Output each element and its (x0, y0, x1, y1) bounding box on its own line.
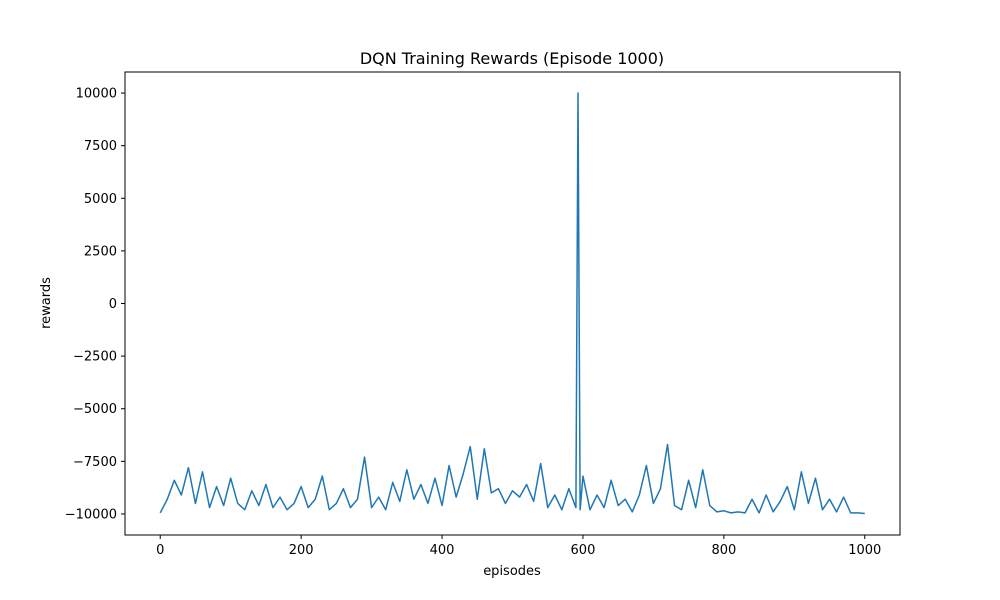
x-tick-label: 1000 (848, 543, 881, 558)
y-tick-label: −7500 (73, 455, 117, 470)
y-tick-label: 7500 (84, 139, 117, 154)
x-tick-label: 600 (571, 543, 596, 558)
y-tick-label: −10000 (65, 507, 117, 522)
y-tick-label: −2500 (73, 350, 117, 365)
y-tick-label: 10000 (76, 87, 117, 102)
plot-frame (124, 71, 901, 536)
y-tick-label: 5000 (84, 192, 117, 207)
x-tick-label: 200 (289, 543, 314, 558)
data-line (159, 92, 865, 515)
y-tick-label: 2500 (84, 244, 117, 259)
x-tick-label: 800 (711, 543, 736, 558)
x-tick-label: 0 (156, 543, 164, 558)
y-tick-label: −5000 (73, 402, 117, 417)
y-tick-label: 0 (109, 297, 117, 312)
chart-title: DQN Training Rewards (Episode 1000) (360, 49, 664, 68)
x-tick-label: 400 (430, 543, 455, 558)
y-axis-label: rewards (39, 277, 54, 329)
x-axis-label: episodes (483, 564, 541, 579)
